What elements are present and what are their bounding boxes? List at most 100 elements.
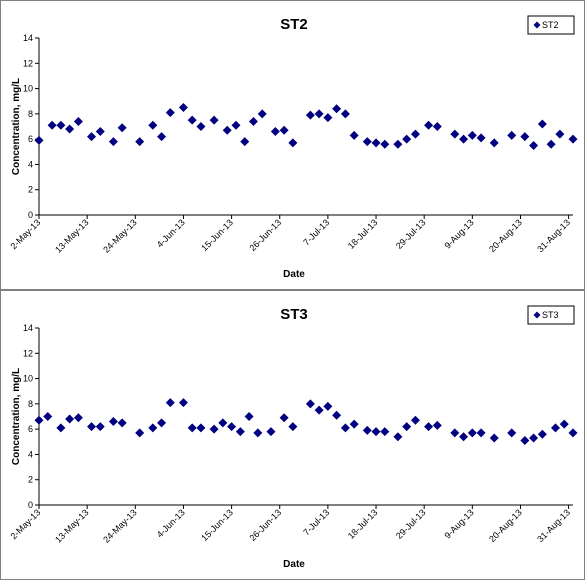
x-tick-label: 24-May-13 <box>101 507 138 544</box>
y-tick-label: 14 <box>23 323 33 333</box>
data-point <box>402 422 412 432</box>
data-point <box>209 115 219 125</box>
x-tick-label: 4-Jun-13 <box>155 217 187 249</box>
data-point <box>362 137 372 147</box>
data-point <box>555 129 565 139</box>
data-point <box>371 138 381 148</box>
y-tick-label: 8 <box>28 399 33 409</box>
data-point <box>380 139 390 149</box>
data-point <box>117 123 127 133</box>
data-point <box>459 432 469 442</box>
y-tick-label: 4 <box>28 449 33 459</box>
data-point <box>371 427 381 437</box>
data-point <box>568 134 578 144</box>
data-point <box>546 139 556 149</box>
data-point <box>410 129 420 139</box>
x-tick-label: 24-May-13 <box>101 217 138 254</box>
x-tick-label: 4-Jun-13 <box>155 507 187 539</box>
data-point <box>402 134 412 144</box>
x-tick-label: 26-Jun-13 <box>247 507 283 543</box>
data-point <box>240 137 250 147</box>
data-point <box>314 109 324 119</box>
data-point <box>244 412 254 421</box>
data-point <box>467 130 477 140</box>
data-point <box>393 139 403 149</box>
data-point <box>537 429 547 439</box>
legend-marker <box>533 311 541 319</box>
data-point <box>305 399 315 409</box>
data-point <box>157 418 167 428</box>
y-tick-label: 2 <box>28 475 33 485</box>
data-point <box>95 422 105 432</box>
data-point <box>227 422 237 432</box>
data-point <box>340 423 350 433</box>
data-point <box>34 135 44 145</box>
chart-panel-st2: ST2 0 2 4 6 8 10 12 14 2-May-13 13-May-13 24-May-13… <box>0 0 585 290</box>
data-point <box>362 425 372 435</box>
x-tick-label: 2-May-13 <box>8 507 42 541</box>
y-tick-label: 6 <box>28 134 33 144</box>
x-tick-label: 13-May-13 <box>53 507 90 544</box>
data-point <box>476 133 486 143</box>
data-point <box>209 424 219 434</box>
chart-panel-st3: ST3 0 2 4 6 8 10 12 14 2-May-13 13-May-13 24-May-13… <box>0 290 585 580</box>
data-point <box>432 122 442 131</box>
x-tick-label: 15-Jun-13 <box>199 217 235 253</box>
y-tick-label: 6 <box>28 424 33 434</box>
y-tick-label: 14 <box>23 33 33 43</box>
y-tick-label: 2 <box>28 185 33 195</box>
data-point <box>507 130 517 140</box>
y-tick-label: 12 <box>23 58 33 68</box>
data-point <box>196 122 206 131</box>
data-point <box>410 415 420 425</box>
data-point <box>157 132 167 142</box>
data-point <box>459 134 469 144</box>
y-tick-label: 4 <box>28 159 33 169</box>
data-point <box>270 127 280 137</box>
data-point <box>135 137 145 147</box>
data-point <box>178 398 188 408</box>
data-point <box>340 109 350 119</box>
data-point <box>559 419 569 429</box>
data-point <box>248 116 258 126</box>
y-tick-label: 8 <box>28 109 33 119</box>
y-tick-label: 0 <box>28 500 33 510</box>
data-point <box>380 427 390 437</box>
data-point <box>323 113 333 123</box>
data-point <box>450 129 460 139</box>
x-tick-label: 15-Jun-13 <box>199 507 235 543</box>
data-point <box>187 115 197 125</box>
data-point <box>165 108 175 118</box>
x-tick-label: 18-Jul-13 <box>346 217 380 251</box>
data-point <box>424 422 434 432</box>
x-tick-label: 9-Aug-13 <box>442 217 475 250</box>
data-point <box>108 137 118 147</box>
x-tick-label: 26-Jun-13 <box>247 217 283 253</box>
legend-label: ST2 <box>542 20 559 30</box>
data-point <box>148 120 158 130</box>
data-point <box>507 428 517 438</box>
data-point <box>332 104 342 114</box>
data-point <box>476 428 486 438</box>
data-point <box>43 412 53 421</box>
data-point <box>73 116 83 126</box>
x-tick-label: 13-May-13 <box>53 217 90 254</box>
data-point <box>432 420 442 430</box>
data-point <box>222 125 232 135</box>
data-point <box>279 125 289 135</box>
legend-box <box>527 305 575 325</box>
data-point <box>323 401 333 411</box>
data-point <box>108 417 118 427</box>
data-point <box>56 120 66 130</box>
x-tick-label: 29-Jul-13 <box>394 217 428 251</box>
data-point <box>279 413 289 423</box>
data-point <box>235 427 245 437</box>
data-point <box>34 415 44 425</box>
data-point <box>537 119 547 129</box>
data-point <box>314 405 324 415</box>
x-axis-label: Date <box>283 559 305 570</box>
legend-label: ST3 <box>542 310 559 320</box>
y-tick-label: 10 <box>23 374 33 384</box>
data-point <box>550 423 560 433</box>
x-tick-label: 31-Aug-13 <box>535 507 572 544</box>
